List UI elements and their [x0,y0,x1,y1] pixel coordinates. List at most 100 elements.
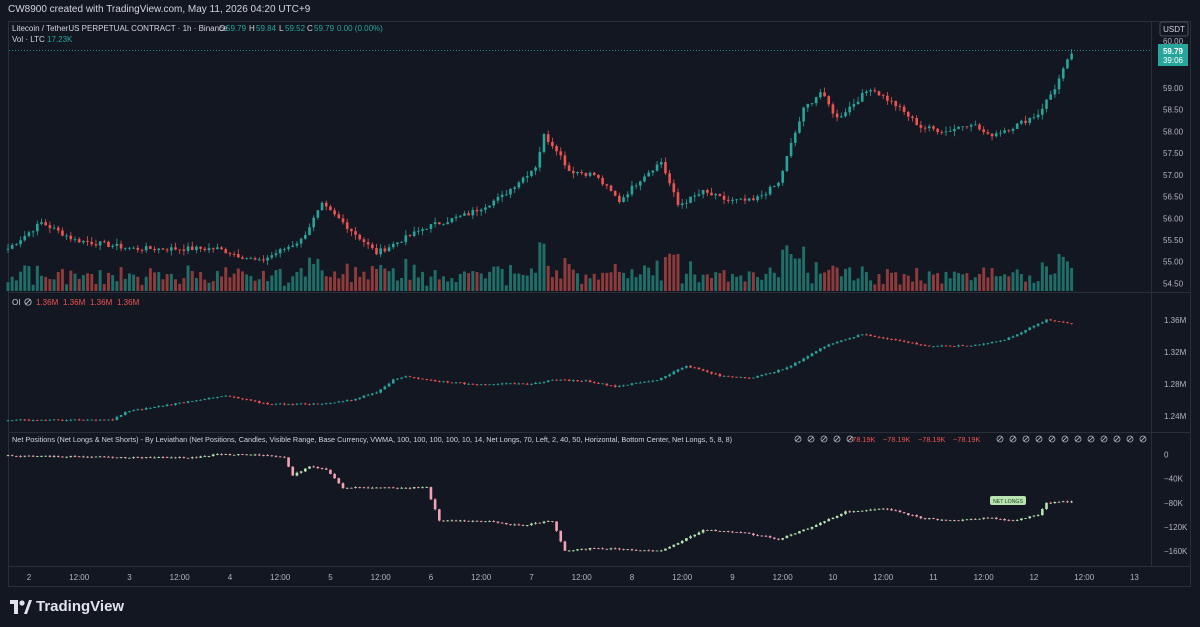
oi-candle[interactable] [567,379,571,381]
price-candle[interactable] [484,207,487,210]
oi-candle[interactable] [777,369,780,373]
net-candle[interactable] [73,455,77,457]
net-candle[interactable] [387,487,391,489]
oi-candle[interactable] [768,373,772,375]
net-candle[interactable] [195,457,198,459]
net-candle[interactable] [672,544,676,547]
price-candle[interactable] [881,95,885,97]
oi-candle[interactable] [19,419,22,421]
net-candle[interactable] [505,522,508,525]
price-candle[interactable] [119,243,123,249]
oi-candle[interactable] [605,383,609,386]
net-candle[interactable] [932,518,935,520]
oi-candle[interactable] [957,345,960,347]
oi-candle[interactable] [798,361,801,363]
price-candle[interactable] [718,194,722,196]
price-candle[interactable] [530,170,533,176]
net-candle[interactable] [103,456,106,458]
price-candle[interactable] [40,222,43,224]
net-candle[interactable] [220,454,223,455]
oi-candle[interactable] [999,340,1002,342]
oi-candle[interactable] [919,344,923,346]
oi-candle[interactable] [626,384,630,386]
price-candle[interactable] [429,224,433,229]
price-candle[interactable] [123,247,127,249]
oi-candle[interactable] [1045,319,1048,323]
price-candle[interactable] [948,131,952,132]
price-candle[interactable] [345,222,349,229]
price-candle[interactable] [320,202,324,211]
net-candle[interactable] [622,549,625,551]
net-candle[interactable] [90,456,94,458]
oi-candle[interactable] [228,395,232,397]
oi-candle[interactable] [810,353,814,357]
price-candle[interactable] [1070,53,1073,60]
price-candle[interactable] [56,227,60,231]
net-candle[interactable] [362,487,366,489]
net-candle[interactable] [911,514,914,516]
oi-candle[interactable] [706,370,709,372]
oi-candle[interactable] [320,403,324,405]
oi-candle[interactable] [82,419,85,421]
oi-candle[interactable] [195,400,198,402]
oi-candle[interactable] [94,419,98,421]
oi-candle[interactable] [639,382,642,384]
oi-candle[interactable] [731,376,734,378]
oi-candle[interactable] [358,397,362,399]
net-candle[interactable] [1049,502,1052,504]
net-candle[interactable] [371,487,374,489]
net-candle[interactable] [802,529,805,532]
oi-candle[interactable] [500,383,504,385]
net-candle[interactable] [278,456,282,458]
price-candle[interactable] [676,192,680,206]
net-candle[interactable] [944,519,948,521]
net-candle[interactable] [19,456,22,458]
price-candle[interactable] [291,245,295,247]
net-candle[interactable] [978,518,981,520]
oi-candle[interactable] [324,403,328,405]
net-candle[interactable] [232,454,236,456]
price-candle[interactable] [588,172,592,176]
price-candle[interactable] [567,165,571,171]
price-candle[interactable] [517,182,521,188]
net-positions-pane[interactable] [6,453,1073,552]
price-candle[interactable] [287,246,290,249]
oi-candle[interactable] [220,396,223,398]
price-candle[interactable] [65,235,68,237]
net-candle[interactable] [345,487,349,489]
net-candle[interactable] [10,455,14,457]
net-candle[interactable] [752,533,755,536]
price-candle[interactable] [103,241,106,243]
price-candle[interactable] [391,243,395,248]
oi-candle[interactable] [492,384,496,386]
price-candle[interactable] [919,125,923,128]
price-candle[interactable] [283,248,286,250]
price-candle[interactable] [626,194,630,198]
price-candle[interactable] [36,223,39,232]
oi-candle[interactable] [726,375,730,377]
price-candle[interactable] [622,197,625,203]
oi-candle[interactable] [371,393,374,395]
oi-candle[interactable] [1049,319,1052,321]
oi-candle[interactable] [819,348,822,352]
oi-candle[interactable] [572,380,575,381]
price-candle[interactable] [19,240,22,245]
net-candle[interactable] [994,517,998,520]
oi-candle[interactable] [337,401,341,403]
net-candle[interactable] [1057,501,1061,503]
price-candle[interactable] [760,195,764,197]
price-candle[interactable] [555,146,558,152]
oi-candle[interactable] [664,376,667,378]
price-candle[interactable] [132,247,135,249]
price-candle[interactable] [237,254,240,258]
net-candle[interactable] [329,469,332,475]
oi-candle[interactable] [312,403,315,405]
oi-candle[interactable] [689,365,692,368]
price-candle[interactable] [814,97,818,104]
net-candle[interactable] [82,456,85,458]
net-candle[interactable] [986,517,990,519]
price-candle[interactable] [232,254,236,255]
net-candle[interactable] [601,548,604,550]
price-candle[interactable] [463,213,466,216]
oi-candle[interactable] [123,412,127,415]
